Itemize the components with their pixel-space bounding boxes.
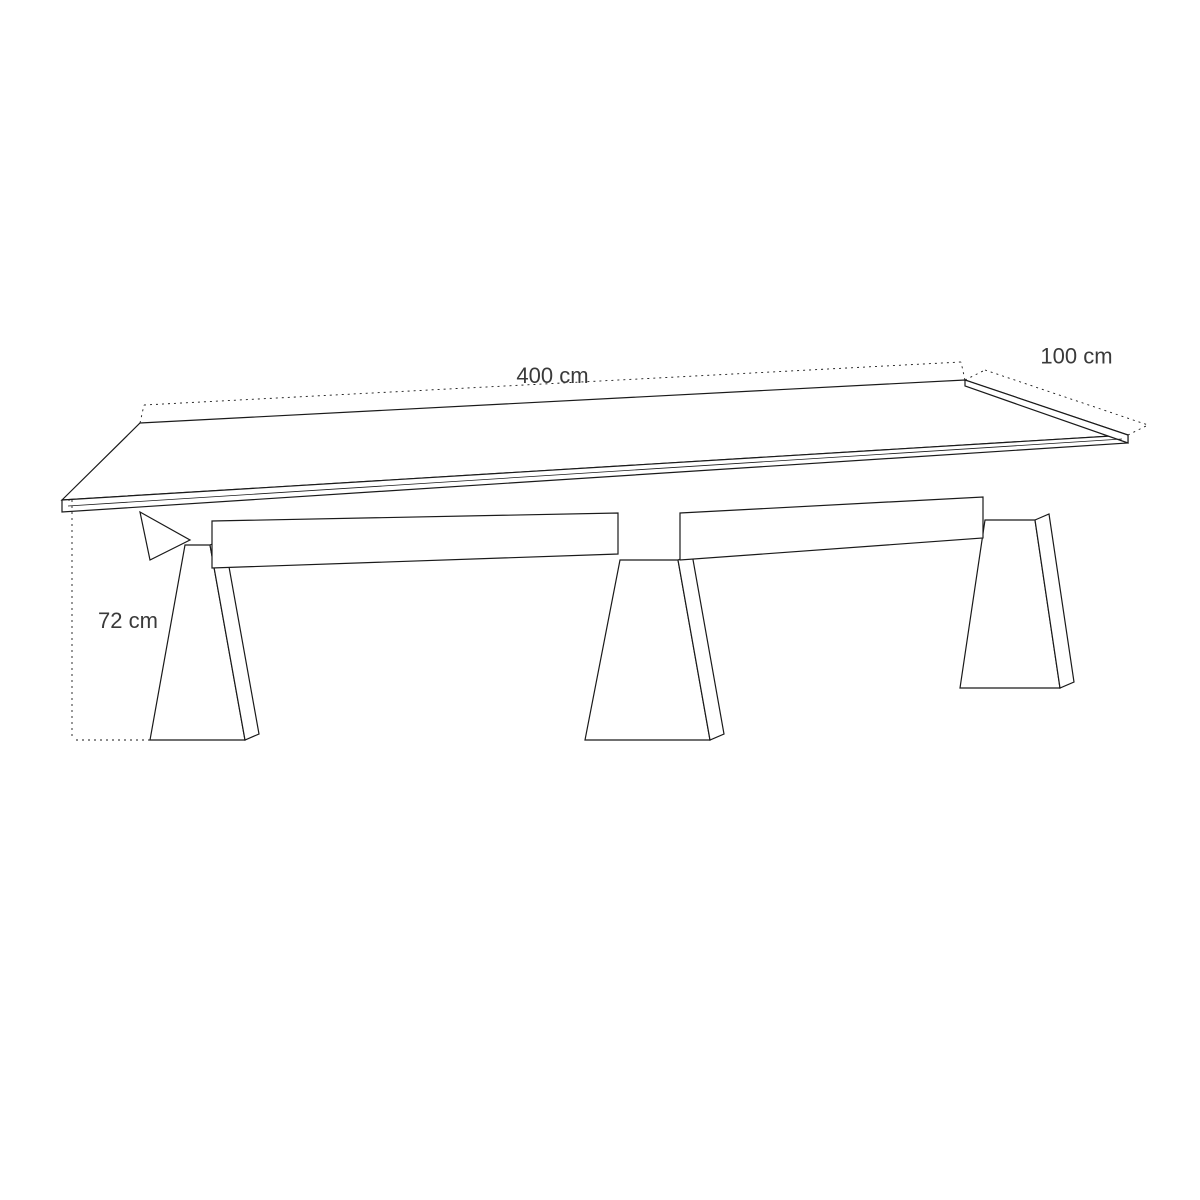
width-label: 100 cm xyxy=(1040,344,1112,369)
dimension-diagram: 400 cm 100 cm 72 cm xyxy=(0,0,1200,1200)
height-label: 72 cm xyxy=(98,608,158,633)
length-label: 400 cm xyxy=(516,363,588,388)
